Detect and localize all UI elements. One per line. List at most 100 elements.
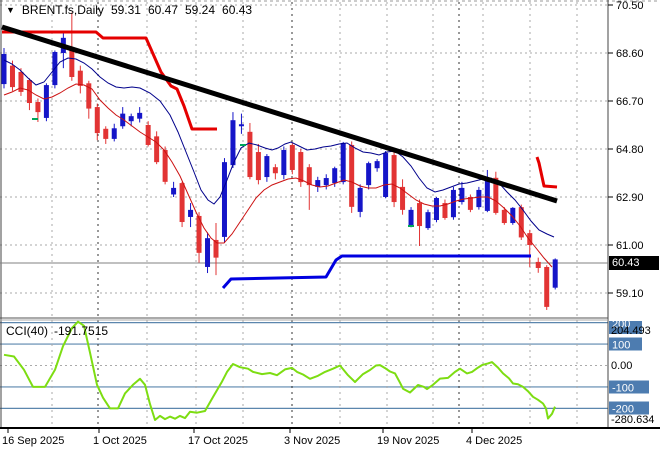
cci-axis-badge <box>609 321 642 334</box>
candle-body <box>417 203 423 227</box>
candle-body <box>493 177 499 213</box>
candle-body <box>77 70 83 86</box>
cci-axis-badge <box>609 337 642 351</box>
cci-axis-label: 0.00 <box>611 360 632 372</box>
candle-body <box>433 198 439 220</box>
cci-axis-badge <box>609 380 649 394</box>
candle-body <box>196 215 202 253</box>
current-price-badge: 60.43 <box>609 256 659 270</box>
price-axis-label: 68.60 <box>616 48 644 60</box>
cci-axis-badge-label: -100 <box>612 383 634 395</box>
candle-body <box>1 54 7 85</box>
symbol-timeframe: BRENT.fs,Daily <box>21 3 104 17</box>
candle-body <box>467 197 473 210</box>
ohlc-open: 59.31 <box>110 3 141 17</box>
candle-body <box>281 150 287 176</box>
trendline <box>1 24 558 204</box>
cci-axis-label: -280.634 <box>611 414 654 426</box>
ma-slow-line <box>3 57 555 238</box>
candle-body <box>230 120 236 166</box>
candle-body <box>69 47 75 77</box>
support-line <box>221 254 531 289</box>
time-axis-label: 19 Nov 2025 <box>377 435 439 447</box>
candle-body <box>544 266 550 307</box>
candle-body <box>221 162 227 237</box>
candle-body <box>459 187 465 203</box>
candle-body <box>340 142 346 183</box>
candle-body <box>306 167 312 186</box>
cci-line <box>3 320 556 421</box>
candle-body <box>272 167 278 174</box>
candle-body <box>213 239 219 258</box>
chart-title: ▼ BRENT.fs,Daily 59.31 60.47 59.24 60.43 <box>6 3 252 17</box>
stop-line <box>2 30 217 131</box>
price-axis-label: 61.00 <box>616 240 644 252</box>
candle-body <box>442 203 448 218</box>
price-axis-label: 62.90 <box>616 192 644 204</box>
candle-body <box>103 128 109 139</box>
candle-body <box>94 107 100 134</box>
candle-body <box>247 131 253 178</box>
candle-body <box>391 155 397 203</box>
candle-body <box>188 209 194 217</box>
candle-body <box>315 180 321 187</box>
candle-body <box>298 152 304 183</box>
indicator-label: CCI(40) -191.7515 <box>6 324 108 338</box>
candle-body <box>518 207 524 238</box>
candle-body <box>179 183 185 223</box>
symbol-dropdown-icon[interactable]: ▼ <box>6 5 15 15</box>
candle-body <box>374 161 380 169</box>
candle-body <box>349 144 355 207</box>
candle-body <box>255 152 261 181</box>
candle-body <box>238 124 244 127</box>
time-axis-label: 1 Oct 2025 <box>93 435 147 447</box>
candle-body <box>128 116 134 122</box>
candle-body <box>510 207 516 224</box>
candle-body <box>366 163 372 186</box>
candle-body <box>154 136 160 163</box>
candle-body <box>527 233 533 245</box>
candle-body <box>171 187 177 195</box>
candle-body <box>383 153 389 197</box>
candle-body <box>408 209 414 226</box>
candle-body <box>484 179 490 211</box>
time-axis-label: 16 Sep 2025 <box>2 435 64 447</box>
cci-axis-badge-label: 200 <box>612 319 630 331</box>
ohlc-close: 60.43 <box>222 3 253 17</box>
time-axis-label: 3 Nov 2025 <box>284 435 340 447</box>
candle-body <box>26 80 32 104</box>
cci-axis-badge-label: 100 <box>612 340 630 352</box>
time-axis-border <box>0 427 660 429</box>
candle-body <box>18 71 24 92</box>
candle-body <box>357 187 363 212</box>
candle-body <box>111 128 117 139</box>
candle-body <box>501 209 507 224</box>
candle-body <box>205 238 211 267</box>
candle-body <box>120 113 126 127</box>
candle-body <box>535 261 541 268</box>
time-axis-label: 4 Dec 2025 <box>466 435 522 447</box>
cci-axis-badge-label: -200 <box>612 404 634 416</box>
candle-body <box>162 150 168 182</box>
candle-body <box>450 189 456 218</box>
cci-axis-badge <box>609 401 649 415</box>
price-axis-label: 70.50 <box>616 0 644 12</box>
candle-body <box>137 112 143 119</box>
candle-body <box>264 156 270 178</box>
candle-body <box>476 189 482 208</box>
cci-axis-label: 204.493 <box>611 325 651 337</box>
indicator-value: -191.7515 <box>54 324 109 338</box>
candle-body <box>289 144 295 170</box>
ohlc-high: 60.47 <box>147 3 178 17</box>
candle-body <box>552 259 558 288</box>
candle-body <box>400 186 406 210</box>
candle-body <box>86 83 92 109</box>
time-axis-label: 17 Oct 2025 <box>188 435 248 447</box>
candle-body <box>425 212 431 229</box>
candle-body <box>145 125 151 145</box>
price-axis-label: 59.10 <box>616 288 644 300</box>
stop-line <box>535 156 558 189</box>
